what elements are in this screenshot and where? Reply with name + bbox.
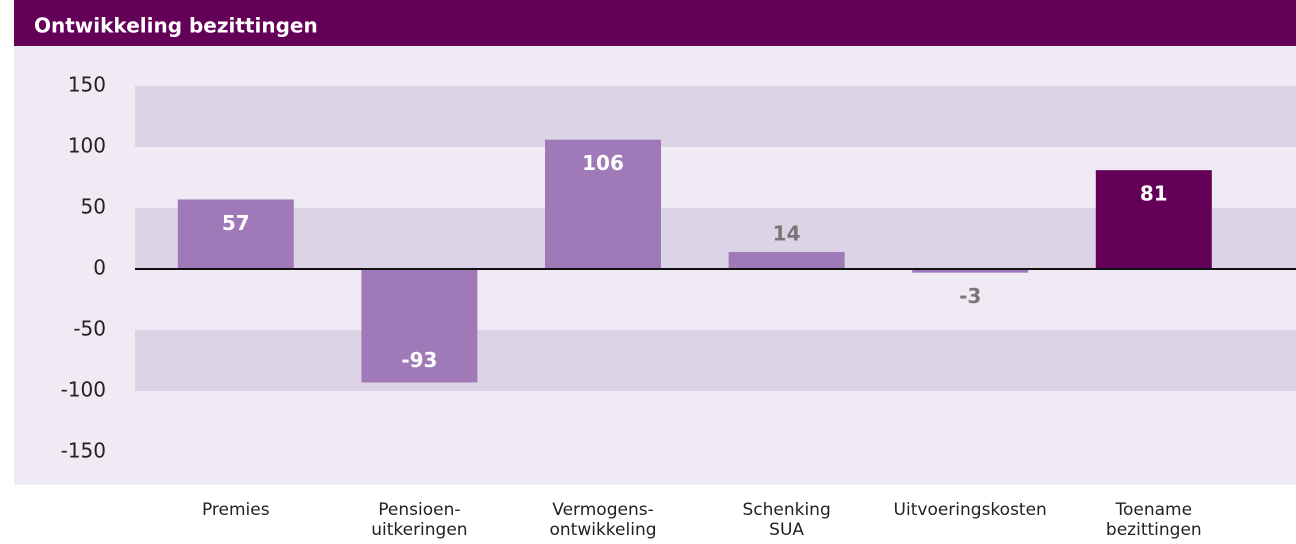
bar — [912, 269, 1029, 273]
x-tick-label: Vermogens-ontwikkeling — [549, 500, 656, 540]
y-tick-label: 0 — [93, 256, 106, 280]
x-tick-label-line: Premies — [202, 500, 270, 520]
y-tick-label: -100 — [61, 378, 106, 402]
bar — [361, 269, 478, 383]
grid-band — [135, 86, 1296, 147]
x-tick-label-line: Vermogens- — [552, 500, 653, 520]
y-tick-label: -150 — [61, 439, 106, 463]
bar — [1095, 170, 1212, 269]
x-tick-label-line: ontwikkeling — [549, 520, 656, 540]
y-tick-label: 50 — [81, 195, 106, 219]
x-tick-label-line: Uitvoeringskosten — [894, 500, 1047, 520]
bar — [545, 139, 661, 269]
value-label: 14 — [773, 221, 801, 245]
x-tick-label: Pensioen-uitkeringen — [371, 500, 467, 540]
bar — [728, 251, 845, 269]
value-label: -3 — [959, 284, 981, 308]
value-label: -93 — [401, 348, 437, 372]
x-tick-label-line: Toename — [1115, 500, 1193, 520]
x-tick-label-line: Schenking — [742, 500, 830, 520]
y-tick-label: -50 — [73, 317, 106, 341]
value-label: 81 — [1140, 182, 1168, 206]
value-label: 106 — [582, 151, 624, 175]
grid-band — [135, 330, 1296, 391]
x-tick-label-line: uitkeringen — [371, 520, 467, 540]
x-tick-label-line: SUA — [769, 520, 804, 540]
x-tick-label: Toename bezittingen — [1106, 500, 1202, 540]
x-tick-label-line: Pensioen- — [378, 500, 460, 520]
x-tick-label-line: bezittingen — [1106, 520, 1202, 540]
x-tick-label: Uitvoeringskosten — [894, 500, 1047, 520]
x-tick-label: Schenking SUA — [742, 500, 830, 540]
y-tick-label: 100 — [68, 134, 106, 158]
value-label: 57 — [222, 211, 250, 235]
x-tick-label: Premies — [202, 500, 270, 520]
y-tick-label: 150 — [68, 73, 106, 97]
title-bar — [14, 0, 1296, 46]
bar — [177, 199, 294, 269]
chart-title: Ontwikkeling bezittingen — [34, 14, 318, 38]
